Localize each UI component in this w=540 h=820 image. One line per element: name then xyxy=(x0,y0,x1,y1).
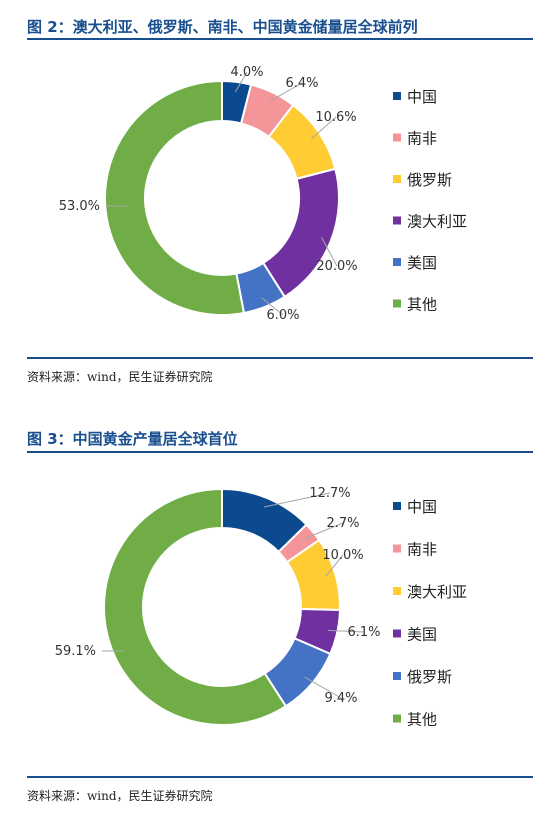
figure-3-bottom-rule xyxy=(27,776,533,778)
leader-line-4 xyxy=(261,297,284,316)
leader-line-1 xyxy=(305,522,344,539)
leader-line-3 xyxy=(327,629,365,633)
data-label-0: 4.0% xyxy=(230,65,263,80)
figure-3-donut-chart: 12.7% 2.7% 10.0% 6.1% 9.4% 59.1% 中国南非澳大利亚美国俄罗斯… xyxy=(55,486,467,729)
legend-label-0: 中国 xyxy=(407,88,437,106)
data-label-5: 53.0% xyxy=(59,199,100,214)
legend-swatch-3 xyxy=(393,216,401,225)
figure-2-donut-chart: 4.0% 6.4% 10.6% 20.0% 6.0% 53.0% 中国南非俄罗斯澳大利亚美国… xyxy=(59,65,467,323)
leader-line-1 xyxy=(268,82,303,103)
data-label-3: 20.0% xyxy=(316,259,357,274)
figure-2-source: 资料来源：wind，民生证券研究院 xyxy=(27,370,213,384)
leader-line-2 xyxy=(325,554,344,577)
legend-label-0: 中国 xyxy=(407,498,437,516)
leader-line-2 xyxy=(310,116,337,140)
legend-swatch-5 xyxy=(393,299,401,308)
legend-label-2: 俄罗斯 xyxy=(407,171,452,189)
legend-label-4: 美国 xyxy=(407,254,437,272)
legend-label-1: 南非 xyxy=(407,541,437,559)
data-label-0: 12.7% xyxy=(309,486,350,501)
leader-line-0 xyxy=(234,71,248,93)
legend-swatch-4 xyxy=(393,258,401,266)
legend-swatch-0 xyxy=(393,92,401,100)
data-label-4: 6.0% xyxy=(266,308,299,323)
legend-swatch-3 xyxy=(393,629,401,638)
figure-2-top-rule xyxy=(27,38,533,40)
legend-swatch-1 xyxy=(393,544,401,553)
figure-2-bottom-rule xyxy=(27,357,533,359)
legend-label-3: 美国 xyxy=(407,626,437,644)
legend-swatch-2 xyxy=(393,587,401,595)
legend-label-1: 南非 xyxy=(407,130,437,148)
donut-slice-5 xyxy=(104,79,246,316)
data-label-1: 6.4% xyxy=(285,76,318,91)
legend-label-3: 澳大利亚 xyxy=(407,213,467,231)
leader-line-0 xyxy=(264,492,331,508)
leader-line-4 xyxy=(304,676,342,699)
data-label-4: 9.4% xyxy=(324,691,357,706)
data-label-1: 2.7% xyxy=(326,516,359,531)
figure-2-title: 图 2：澳大利亚、俄罗斯、南非、中国黄金储量居全球前列 xyxy=(27,18,418,36)
data-label-2: 10.6% xyxy=(315,110,356,125)
legend-swatch-0 xyxy=(393,502,401,510)
figure-3-top-rule xyxy=(27,451,533,453)
legend-label-4: 俄罗斯 xyxy=(407,668,452,686)
data-label-5: 59.1% xyxy=(55,644,96,659)
legend-swatch-4 xyxy=(393,672,401,680)
legend-swatch-2 xyxy=(393,175,401,183)
data-label-3: 6.1% xyxy=(347,625,380,640)
legend-label-2: 澳大利亚 xyxy=(407,583,467,601)
donut-slice-5 xyxy=(103,487,288,726)
donut-slice-3 xyxy=(261,167,340,299)
legend-swatch-5 xyxy=(393,714,401,723)
figure-3-source: 资料来源：wind，民生证券研究院 xyxy=(27,789,213,803)
legend-label-5: 其他 xyxy=(407,296,437,314)
data-label-2: 10.0% xyxy=(322,548,363,563)
figure-3-title: 图 3：中国黄金产量居全球首位 xyxy=(27,430,238,448)
legend-label-5: 其他 xyxy=(407,711,437,729)
legend-swatch-1 xyxy=(393,133,401,142)
leader-line-3 xyxy=(321,237,338,267)
